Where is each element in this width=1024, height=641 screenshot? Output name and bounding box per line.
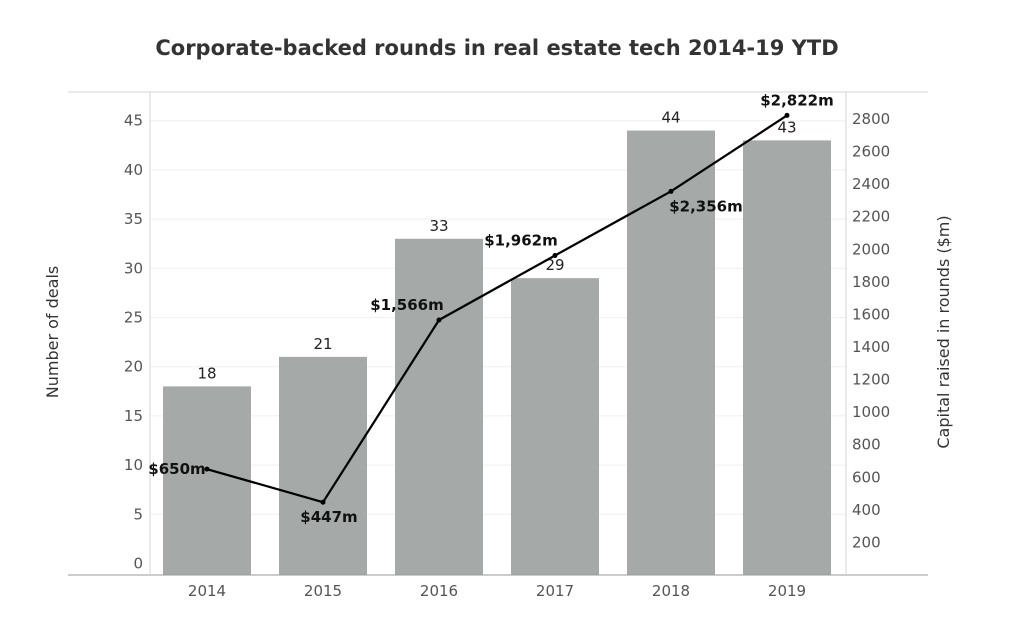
line-point: [784, 112, 790, 118]
bar-value-label: 29: [545, 256, 564, 274]
x-tick-label: 2018: [652, 582, 690, 600]
line-value-label: $2,356m: [669, 197, 743, 215]
chart-title: Corporate-backed rounds in real estate t…: [155, 36, 838, 60]
y2-axis-ticks: 200 400 600 800 1000 1200 1400 1600 1800 2000 2200…: [852, 110, 890, 551]
y2-tick-label: 2200: [852, 208, 890, 226]
bar: [743, 140, 831, 575]
line-value-label: $2,822m: [760, 91, 834, 109]
y-tick-label: 20: [124, 358, 143, 376]
line-value-label: $1,566m: [370, 296, 444, 314]
y-tick-label: 10: [124, 456, 143, 474]
x-tick-label: 2016: [420, 582, 458, 600]
gridlines: [150, 120, 846, 515]
x-tick-label: 2014: [188, 582, 226, 600]
bar-series: 18 21 33 29 44 43: [163, 109, 831, 576]
bar-value-label: 43: [777, 118, 796, 136]
y-tick-label: 5: [133, 505, 143, 523]
series-line: [206, 114, 788, 504]
y2-tick-label: 2000: [852, 240, 890, 258]
line-value-label: $650m: [148, 460, 205, 478]
bar-value-label: 33: [429, 217, 448, 235]
line-series: $650m $447m $1,566m $1,962m $2,356m $2,822m: [148, 91, 833, 526]
line-point: [436, 317, 442, 323]
axes: [68, 91, 928, 576]
line-value-label: $447m: [300, 508, 357, 526]
line-point: [204, 466, 210, 472]
bar-value-label: 18: [197, 364, 216, 382]
y2-axis-label: Capital raised in rounds ($m): [934, 215, 953, 448]
bar: [511, 278, 599, 575]
bar: [163, 386, 251, 575]
y-tick-label: 15: [124, 407, 143, 425]
y2-tick-label: 2400: [852, 175, 890, 193]
y2-tick-label: 600: [852, 468, 881, 486]
bar: [627, 130, 715, 576]
y-axis-label: Number of deals: [43, 266, 62, 398]
y2-tick-label: 200: [852, 533, 881, 551]
y2-tick-label: 1000: [852, 403, 890, 421]
bar-value-label: 21: [313, 335, 332, 353]
y2-tick-label: 2800: [852, 110, 890, 128]
y2-tick-label: 1800: [852, 273, 890, 291]
x-axis-ticks: 2014 2015 2016 2017 2018 2019: [188, 582, 806, 600]
line-point: [552, 252, 558, 258]
y2-tick-label: 400: [852, 501, 881, 519]
y2-tick-label: 1400: [852, 338, 890, 356]
x-tick-label: 2015: [304, 582, 342, 600]
x-tick-label: 2017: [536, 582, 574, 600]
line-point: [668, 188, 674, 194]
y-tick-label: 40: [124, 161, 143, 179]
y2-tick-label: 2600: [852, 143, 890, 161]
y-tick-label: 25: [124, 309, 143, 327]
line-point: [320, 499, 326, 505]
line-value-label: $1,962m: [484, 231, 558, 249]
bar: [395, 238, 483, 575]
bar: [279, 356, 367, 575]
y-tick-label: 45: [124, 112, 143, 130]
y-axis-ticks: 0 5 10 15 20 25 30 35 40 45: [124, 112, 143, 573]
y2-tick-label: 1200: [852, 371, 890, 389]
y-tick-label: 35: [124, 210, 143, 228]
x-tick-label: 2019: [768, 582, 806, 600]
y-tick-label: 30: [124, 259, 143, 277]
y-tick-label: 0: [133, 555, 143, 573]
bar-value-label: 44: [661, 109, 680, 127]
y2-tick-label: 800: [852, 436, 881, 454]
y2-tick-label: 1600: [852, 305, 890, 323]
